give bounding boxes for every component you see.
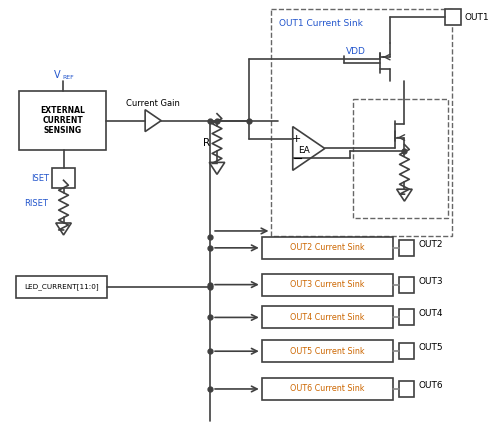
FancyBboxPatch shape: [399, 381, 414, 397]
FancyBboxPatch shape: [262, 378, 393, 400]
FancyBboxPatch shape: [262, 237, 393, 259]
FancyBboxPatch shape: [399, 240, 414, 256]
Polygon shape: [397, 189, 412, 201]
Text: OUT5 Current Sink: OUT5 Current Sink: [290, 347, 365, 356]
Text: Current Gain: Current Gain: [126, 99, 180, 108]
Text: VDD: VDD: [346, 47, 366, 56]
Text: OUT1: OUT1: [465, 13, 489, 22]
Text: +: +: [292, 134, 301, 143]
FancyBboxPatch shape: [16, 276, 107, 297]
Text: LED_CURRENT[11:0]: LED_CURRENT[11:0]: [24, 283, 99, 290]
Text: OUT6: OUT6: [418, 381, 443, 390]
Polygon shape: [56, 223, 71, 235]
FancyBboxPatch shape: [399, 277, 414, 293]
Text: OUT2: OUT2: [418, 240, 443, 249]
Text: EXTERNAL: EXTERNAL: [40, 106, 85, 115]
Text: OUT4 Current Sink: OUT4 Current Sink: [290, 313, 365, 322]
FancyBboxPatch shape: [262, 340, 393, 362]
Text: −: −: [292, 153, 303, 166]
FancyBboxPatch shape: [399, 343, 414, 359]
Text: OUT1 Current Sink: OUT1 Current Sink: [279, 19, 363, 28]
Text: SENSING: SENSING: [43, 126, 82, 135]
Text: ISET: ISET: [31, 174, 49, 183]
FancyBboxPatch shape: [399, 310, 414, 325]
FancyBboxPatch shape: [271, 9, 452, 236]
FancyBboxPatch shape: [262, 306, 393, 328]
FancyBboxPatch shape: [353, 99, 448, 218]
Text: R: R: [203, 138, 210, 147]
Text: REF: REF: [63, 75, 74, 80]
Text: RISET: RISET: [24, 198, 48, 207]
Text: OUT3: OUT3: [418, 277, 443, 286]
Text: CURRENT: CURRENT: [42, 116, 83, 125]
Text: EA: EA: [298, 146, 310, 155]
Polygon shape: [209, 162, 225, 174]
Text: OUT3 Current Sink: OUT3 Current Sink: [290, 280, 365, 289]
Text: OUT6 Current Sink: OUT6 Current Sink: [290, 384, 365, 393]
Text: V: V: [54, 70, 61, 80]
Text: OUT5: OUT5: [418, 343, 443, 352]
FancyBboxPatch shape: [262, 274, 393, 296]
Polygon shape: [145, 110, 161, 132]
FancyBboxPatch shape: [445, 9, 461, 25]
FancyBboxPatch shape: [52, 168, 75, 188]
Polygon shape: [293, 127, 325, 170]
Text: OUT2 Current Sink: OUT2 Current Sink: [290, 243, 365, 252]
Text: OUT4: OUT4: [418, 310, 443, 319]
FancyBboxPatch shape: [19, 91, 106, 151]
